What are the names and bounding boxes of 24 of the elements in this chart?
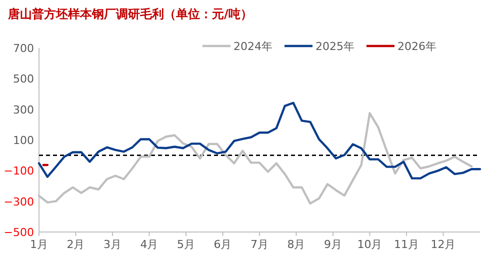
x-tick-label: 11月 bbox=[394, 238, 419, 251]
x-tick-label: 12月 bbox=[430, 238, 456, 251]
y-tick-label: 700 bbox=[13, 42, 34, 55]
x-tick-label: 9月 bbox=[324, 238, 342, 251]
legend-label: 2026年 bbox=[398, 40, 436, 53]
y-tick-label: 100 bbox=[13, 134, 34, 147]
x-tick-label: 4月 bbox=[140, 238, 158, 251]
x-tick-label: 7月 bbox=[250, 238, 268, 251]
y-tick-label: −500 bbox=[4, 226, 34, 239]
y-tick-label: −100 bbox=[4, 164, 34, 178]
y-tick-label: 300 bbox=[13, 103, 34, 116]
chart-title: 唐山普方坯样本钢厂调研毛利（单位：元/吨） bbox=[7, 7, 252, 21]
y-tick-label: 500 bbox=[13, 72, 34, 86]
legend-label: 2024年 bbox=[234, 40, 272, 53]
line-series bbox=[38, 102, 482, 180]
x-tick-label: 2月 bbox=[66, 238, 85, 251]
legend-label: 2025年 bbox=[316, 40, 354, 53]
y-tick-label: −300 bbox=[4, 195, 34, 208]
x-tick-label: 5月 bbox=[177, 238, 195, 251]
x-tick-label: 3月 bbox=[104, 238, 122, 251]
x-tick-label: 8月 bbox=[287, 238, 306, 251]
x-tick-label: 10月 bbox=[357, 238, 382, 251]
x-tick-label: 6月 bbox=[214, 238, 232, 251]
x-tick-label: 1月 bbox=[30, 238, 48, 251]
